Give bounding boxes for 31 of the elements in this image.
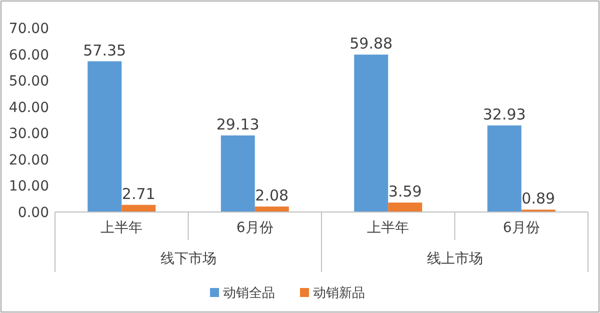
x-tick-label: 上半年 <box>367 220 410 236</box>
data-label: 2.71 <box>122 184 156 203</box>
bar <box>122 204 156 212</box>
data-label: 32.93 <box>482 105 526 124</box>
data-label: 3.59 <box>388 182 422 201</box>
data-label: 57.35 <box>83 41 126 60</box>
legend-label: 动销新品 <box>313 286 365 301</box>
y-tick-label: 40.00 <box>8 100 49 116</box>
bar <box>220 135 255 212</box>
y-tick-label: 70.00 <box>8 21 49 37</box>
y-tick-label: 0.00 <box>18 205 49 221</box>
text: 线下市场 <box>160 251 216 267</box>
y-tick-label: 50.00 <box>8 74 49 90</box>
y-tick-label: 30.00 <box>8 126 49 142</box>
bar <box>487 125 522 212</box>
legend-label: 动销全品 <box>223 286 275 301</box>
data-label: 2.08 <box>255 186 289 205</box>
bar <box>388 202 422 212</box>
y-tick-label: 10.00 <box>8 178 49 195</box>
x-tick-label: 6月份 <box>236 220 274 236</box>
y-tick-label: 60.00 <box>8 47 49 64</box>
data-label: 0.89 <box>522 190 556 208</box>
bar <box>254 206 289 212</box>
bar <box>88 61 122 212</box>
bar <box>354 54 388 212</box>
text: 线上市场 <box>426 251 483 267</box>
y-tick-label: 20.00 <box>8 152 49 168</box>
data-label: 29.13 <box>216 115 260 134</box>
x-tick-label: 上半年 <box>100 220 143 236</box>
data-label: 59.88 <box>350 34 393 53</box>
x-tick-label: 6月份 <box>502 220 540 236</box>
